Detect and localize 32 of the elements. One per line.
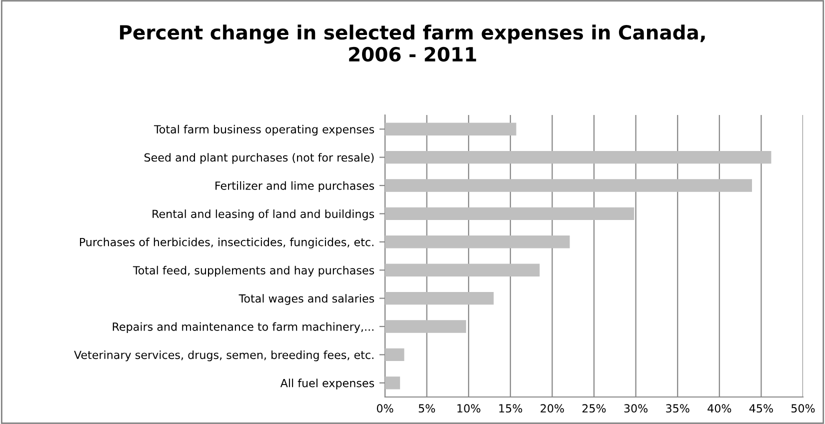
bar [385,122,516,136]
y-tick-label: Total farm business operating expenses [154,124,374,136]
x-tick-label: 0% [376,404,394,413]
bar [385,376,400,390]
bar [385,179,752,192]
y-tick-label: Fertilizer and lime purchases [216,181,374,192]
x-tick-label: 30% [624,404,648,413]
y-tick-label: Total wages and salaries [238,294,374,305]
chart-title: Percent change in selected farm expenses in Canada, 2006 - 2011 [120,24,705,62]
bar [385,348,404,362]
y-tick-label: Total feed, supplements and hay purchases [132,266,374,277]
x-tick-label: 35% [666,404,690,413]
y-tick-label: Veterinary services, drugs, semen, breeding fees, etc. [74,350,374,362]
x-tick-label: 10% [457,404,480,413]
y-tick-label: Seed and plant purchases (not for resale) [144,153,374,164]
x-tick-label: 50% [792,404,815,413]
x-tick-label: 45% [749,404,773,413]
x-tick-label: 40% [708,404,732,413]
y-tick-label: All fuel expenses [280,378,374,390]
y-tick-label: Rental and leasing of land and buildings [152,209,374,220]
bar [385,320,466,333]
y-tick-label: Repairs and maintenance to farm machinery,... [112,322,374,334]
bar [385,150,772,164]
bar [385,292,494,305]
x-tick-label: 20% [540,404,564,413]
x-tick-label: 25% [582,404,606,413]
x-tick-label: 5% [418,404,435,413]
y-tick-label: Purchases of herbicides, insecticides, fungicides, etc. [80,238,374,248]
bar [385,207,634,220]
x-tick-label: 15% [499,404,522,413]
bar [385,236,570,248]
bar [385,264,540,276]
